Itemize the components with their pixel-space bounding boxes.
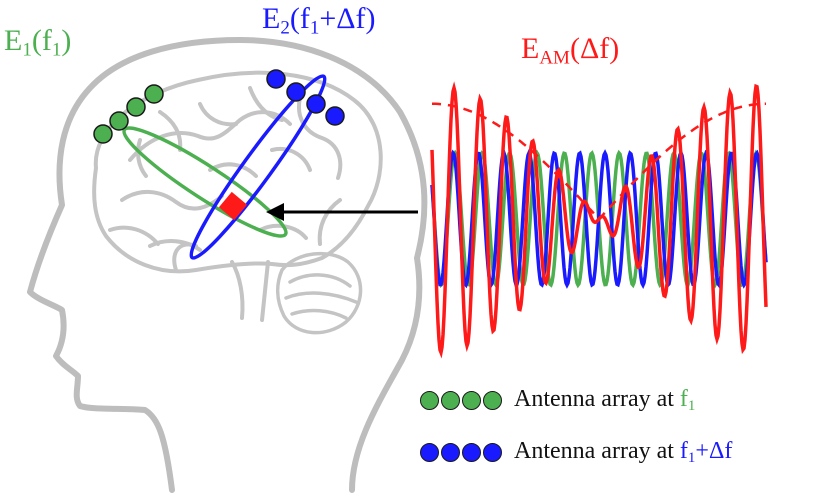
blue-electrode-array: [266, 69, 345, 126]
arrow-right-icon: [266, 203, 418, 221]
green-electrode: [109, 111, 129, 131]
legend-item-f1: Antenna array at f1: [420, 385, 695, 415]
legend-dot: [462, 390, 481, 410]
label-e2: E2(f1+Δf): [262, 2, 376, 39]
e2-field-ellipse: [189, 74, 327, 260]
waveform-group: [430, 81, 768, 359]
blue-electrode: [306, 94, 326, 114]
green-electrode: [93, 124, 113, 144]
e1-field-ellipse: [122, 126, 288, 238]
legend-dot: [420, 390, 439, 410]
legend-dot: [483, 390, 502, 410]
legend-label: Antenna array at f1+Δf: [514, 437, 733, 466]
green-electrode: [144, 84, 164, 104]
label-eam: EAM(Δf): [521, 32, 620, 69]
focal-target-marker: [218, 191, 248, 221]
head-outline-icon: [27, 37, 428, 493]
legend-dot: [420, 442, 439, 462]
blue-electrode: [286, 82, 306, 102]
legend-freq: f1: [679, 385, 696, 414]
legend-dots: [420, 390, 502, 410]
wave-envelope: [432, 102, 766, 221]
legend-dot: [462, 442, 481, 462]
legend-freq: f1+Δf: [679, 437, 733, 466]
blue-electrode: [325, 106, 345, 126]
legend-dots: [420, 442, 502, 462]
green-electrode: [126, 97, 146, 117]
legend-item-f1-plus-df: Antenna array at f1+Δf: [420, 437, 732, 467]
label-e1: E1(f1): [4, 24, 72, 61]
blue-electrode: [266, 69, 286, 89]
cerebellum-icon: [276, 251, 363, 335]
green-electrode-array: [93, 84, 164, 144]
legend-dot: [483, 442, 502, 462]
legend-dot: [441, 442, 460, 462]
legend-label: Antenna array at f1: [514, 385, 696, 414]
legend-dot: [441, 390, 460, 410]
